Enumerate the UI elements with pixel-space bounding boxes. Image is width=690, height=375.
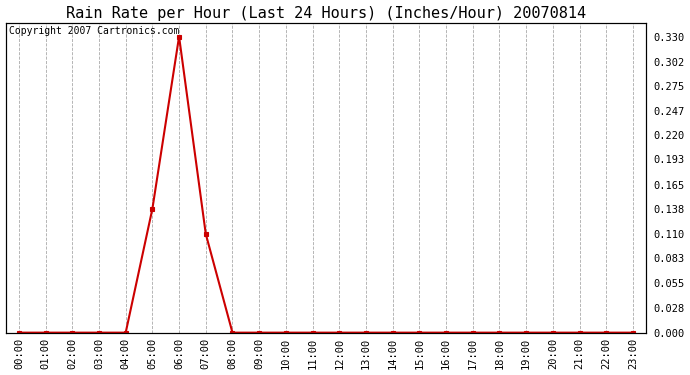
Text: Copyright 2007 Cartronics.com: Copyright 2007 Cartronics.com — [9, 26, 179, 36]
Title: Rain Rate per Hour (Last 24 Hours) (Inches/Hour) 20070814: Rain Rate per Hour (Last 24 Hours) (Inch… — [66, 6, 586, 21]
